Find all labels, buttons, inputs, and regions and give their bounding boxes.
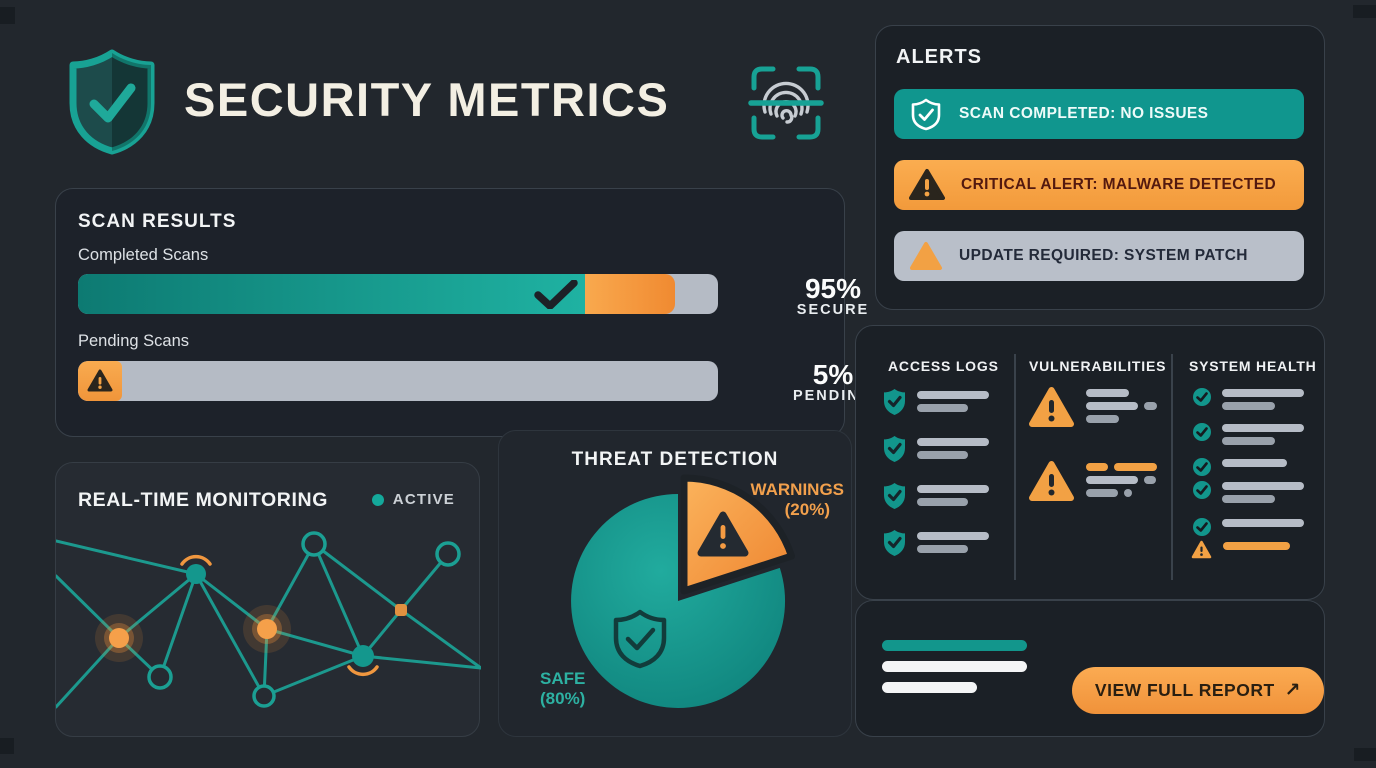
column-divider	[1171, 354, 1173, 580]
monitor-node	[186, 564, 206, 584]
vulnerabilities-header: VULNERABILITIES	[1029, 358, 1167, 374]
check-icon	[534, 280, 578, 309]
completed-scans-label: Completed Scans	[78, 246, 209, 264]
circle-check-icon	[1193, 458, 1211, 476]
network-graph	[56, 531, 481, 709]
system-health-entry	[1193, 388, 1304, 410]
pie-label-warnings: WARNINGS (20%)	[699, 480, 845, 520]
report-panel: VIEW FULL REPORT ↗	[855, 600, 1325, 737]
alert-scan-completed[interactable]: SCAN COMPLETED: NO ISSUES	[894, 89, 1304, 139]
summary-line	[882, 661, 1027, 672]
monitor-node	[301, 531, 327, 557]
monitoring-title: REAL-TIME MONITORING	[78, 489, 328, 511]
corner-mark	[1354, 748, 1376, 761]
shield-check-icon	[884, 483, 905, 509]
circle-check-icon	[1193, 481, 1211, 499]
status-badge: ACTIVE	[371, 491, 455, 508]
summary-line-teal	[882, 640, 1027, 651]
safe-label: SAFE	[540, 669, 586, 688]
circle-check-icon	[1193, 518, 1211, 536]
pending-percent: 5%	[812, 359, 854, 390]
monitoring-panel: REAL-TIME MONITORING ACTIVE	[55, 462, 481, 737]
monitor-node	[435, 541, 461, 567]
pie-slice-safe	[571, 494, 786, 708]
secure-caption: SECURE	[796, 302, 870, 318]
warning-triangle-icon	[1029, 461, 1074, 501]
warning-triangle-icon	[697, 511, 749, 557]
pie-label-safe: SAFE (80%)	[540, 669, 630, 709]
alert-critical-malware[interactable]: CRITICAL ALERT: MALWARE DETECTED	[894, 160, 1304, 210]
monitor-node	[147, 664, 173, 690]
monitor-node	[395, 604, 407, 616]
vulnerability-entry	[1028, 460, 1157, 502]
pending-scans-label: Pending Scans	[78, 332, 189, 350]
shield-check-icon	[69, 49, 155, 155]
view-full-report-button[interactable]: VIEW FULL REPORT ↗	[1072, 667, 1324, 714]
circle-check-icon	[1193, 388, 1211, 406]
monitor-node	[252, 684, 276, 708]
alert-label: CRITICAL ALERT: MALWARE DETECTED	[961, 176, 1277, 193]
warnings-value: (20%)	[784, 500, 830, 519]
secure-percent: 95%	[804, 273, 862, 304]
system-health-entry	[1193, 481, 1304, 503]
warning-triangle-icon	[910, 242, 942, 270]
alert-label: SCAN COMPLETED: NO ISSUES	[959, 105, 1209, 122]
access-log-entry	[883, 388, 989, 416]
alerts-title: ALERTS	[896, 46, 982, 68]
warning-triangle-icon	[1191, 540, 1212, 559]
page-title: SECURITY METRICS	[184, 73, 670, 126]
arrow-up-right-icon: ↗	[1284, 680, 1302, 701]
threat-detection-panel: THREAT DETECTION	[498, 430, 852, 737]
shield-check-icon	[911, 98, 941, 131]
circle-check-icon	[1193, 423, 1211, 441]
pending-caption: PENDING	[792, 388, 874, 404]
shield-check-icon	[613, 609, 667, 669]
alerts-panel: ALERTS SCAN COMPLETED: NO ISSUES CRITICA…	[875, 25, 1325, 310]
pending-scans-progressbar	[78, 361, 718, 401]
access-log-entry	[883, 482, 989, 510]
shield-check-icon	[884, 530, 905, 556]
alert-update-required[interactable]: UPDATE REQUIRED: SYSTEM PATCH	[894, 231, 1304, 281]
scan-results-title: SCAN RESULTS	[78, 211, 237, 232]
threat-detection-title: THREAT DETECTION	[571, 449, 779, 470]
threat-pie-chart	[571, 474, 795, 708]
warning-triangle-icon	[87, 369, 113, 392]
corner-mark	[0, 738, 14, 754]
warnings-label: WARNINGS	[750, 480, 845, 499]
safe-value: (80%)	[540, 689, 586, 708]
access-logs-header: ACCESS LOGS	[888, 358, 999, 374]
alert-label: UPDATE REQUIRED: SYSTEM PATCH	[959, 247, 1248, 264]
shield-check-icon	[884, 389, 905, 415]
column-divider	[1014, 354, 1016, 580]
warning-triangle-icon	[1029, 387, 1074, 427]
progress-warning-segment	[585, 274, 675, 314]
system-health-entry	[1193, 518, 1304, 536]
access-log-entry	[883, 529, 989, 557]
system-health-entry	[1193, 458, 1287, 476]
active-status-dot	[371, 493, 384, 506]
corner-mark	[0, 7, 15, 24]
progress-secure-segment	[78, 274, 585, 314]
warning-triangle-icon	[909, 169, 945, 200]
corner-mark	[1353, 5, 1376, 18]
scan-results-panel: SCAN RESULTS Completed Scans 95% SECURE …	[55, 188, 871, 437]
shield-check-icon	[884, 436, 905, 462]
alert-node	[243, 605, 291, 653]
alert-node	[95, 614, 143, 662]
system-health-entry	[1193, 423, 1304, 445]
progress-pending-segment	[78, 361, 122, 401]
active-status-label: ACTIVE	[392, 491, 455, 508]
system-health-warning-entry	[1191, 540, 1290, 559]
vulnerability-entry	[1028, 386, 1157, 428]
completed-scans-progressbar	[78, 274, 718, 314]
summary-line	[882, 682, 977, 693]
fingerprint-scan-icon	[748, 66, 824, 140]
system-health-header: SYSTEM HEALTH	[1189, 358, 1317, 374]
view-full-report-label: VIEW FULL REPORT	[1094, 680, 1275, 700]
monitor-node	[352, 645, 374, 667]
status-columns-panel: ACCESS LOGS VULNERABILITIES SYSTEM HEALT…	[855, 325, 1325, 600]
access-log-entry	[883, 435, 989, 463]
